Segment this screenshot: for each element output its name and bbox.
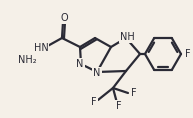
Text: NH: NH [120,32,134,42]
Text: HN: HN [34,43,48,53]
Text: F: F [116,101,122,111]
Text: O: O [60,13,68,23]
Text: F: F [91,97,97,107]
Text: NH₂: NH₂ [18,55,36,65]
Text: N: N [76,59,84,69]
Text: N: N [93,68,101,78]
Text: F: F [131,88,137,98]
Text: F: F [185,49,191,59]
